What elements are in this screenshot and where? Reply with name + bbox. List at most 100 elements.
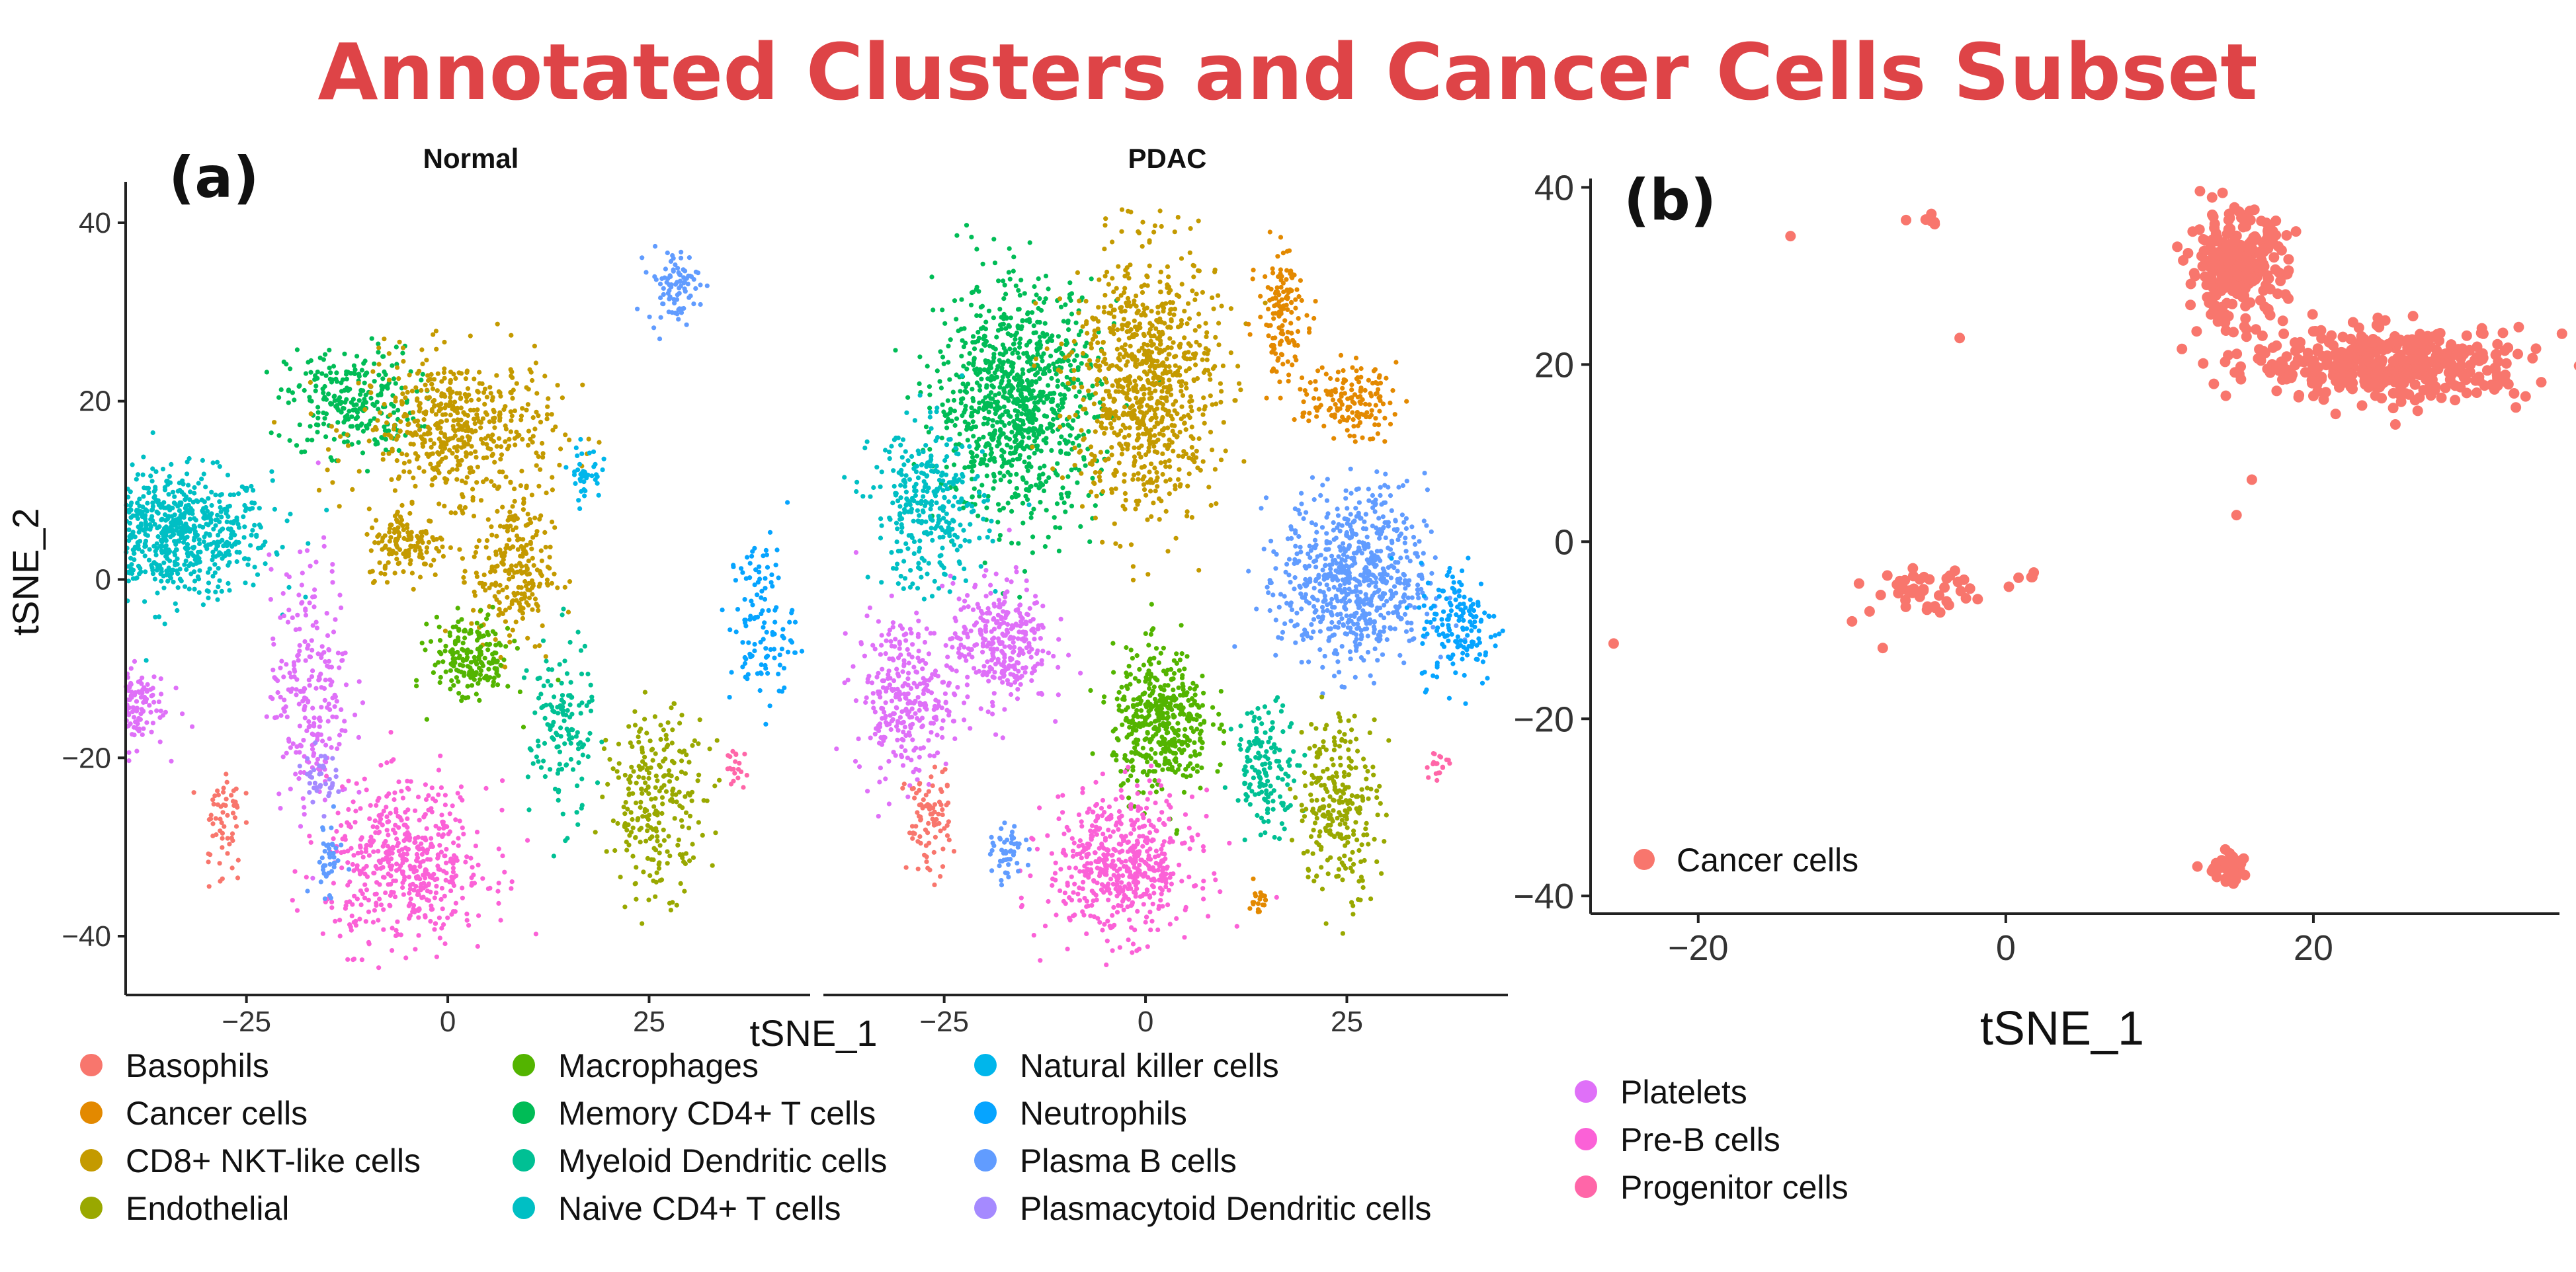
scatter-point <box>497 412 503 417</box>
scatter-point <box>1024 464 1030 469</box>
scatter-point <box>472 589 477 594</box>
scatter-point <box>548 702 553 707</box>
scatter-point <box>458 504 463 509</box>
scatter-point <box>403 395 408 401</box>
scatter-point <box>1033 417 1038 422</box>
scatter-point <box>321 841 326 846</box>
scatter-point <box>650 758 655 763</box>
scatter-point <box>370 824 376 829</box>
scatter-point <box>292 869 298 874</box>
scatter-point <box>401 460 407 466</box>
scatter-point <box>442 394 448 399</box>
scatter-point <box>893 566 899 571</box>
scatter-point <box>971 398 976 404</box>
scatter-point <box>429 836 434 841</box>
scatter-point <box>929 426 934 431</box>
scatter-point <box>567 437 572 443</box>
scatter-point <box>323 781 328 787</box>
scatter-point <box>927 384 932 389</box>
scatter-point <box>166 565 171 571</box>
scatter-point <box>666 772 671 777</box>
scatter-point <box>526 602 531 608</box>
scatter-point <box>315 756 320 762</box>
scatter-point <box>281 674 286 680</box>
scatter-point <box>1033 379 1039 385</box>
scatter-point <box>442 893 447 898</box>
scatter-point <box>657 762 662 768</box>
scatter-point <box>895 498 901 504</box>
scatter-point <box>327 347 332 353</box>
scatter-point <box>735 767 741 772</box>
scatter-point <box>206 884 212 889</box>
scatter-point <box>1149 461 1154 467</box>
scatter-point <box>489 436 494 442</box>
scatter-point <box>436 452 442 457</box>
scatter-point <box>329 899 335 904</box>
scatter-point <box>440 906 445 912</box>
scatter-point <box>224 797 229 802</box>
scatter-point <box>962 326 967 331</box>
scatter-point <box>772 619 778 625</box>
scatter-point <box>761 625 766 630</box>
scatter-point <box>446 387 451 393</box>
scatter-point <box>970 334 976 339</box>
scatter-point <box>740 570 745 575</box>
scatter-point <box>460 508 465 514</box>
scatter-point <box>508 367 513 372</box>
scatter-point <box>509 390 514 396</box>
scatter-point <box>1017 307 1022 312</box>
scatter-point <box>1044 393 1050 399</box>
scatter-point <box>380 875 386 880</box>
scatter-point <box>452 399 458 405</box>
scatter-point <box>403 836 409 842</box>
scatter-point <box>140 687 145 692</box>
scatter-point <box>1213 335 1218 340</box>
scatter-point <box>447 879 452 885</box>
scatter-point <box>272 506 277 512</box>
scatter-point <box>220 556 225 561</box>
scatter-point <box>145 500 150 506</box>
scatter-point <box>549 580 555 586</box>
scatter-point <box>239 484 245 489</box>
scatter-point <box>759 671 764 676</box>
scatter-point <box>624 828 630 833</box>
scatter-point <box>382 571 388 576</box>
scatter-point <box>407 887 413 892</box>
scatter-point <box>500 854 505 859</box>
scatter-point <box>883 448 888 453</box>
scatter-point <box>1018 424 1023 430</box>
scatter-point <box>433 412 438 417</box>
scatter-point <box>677 272 683 278</box>
scatter-point <box>585 671 591 677</box>
scatter-point <box>349 442 354 447</box>
scatter-point <box>326 701 331 707</box>
scatter-point <box>743 617 748 623</box>
scatter-point <box>130 462 135 467</box>
scatter-point <box>233 824 239 829</box>
scatter-point <box>280 754 286 760</box>
scatter-point <box>255 545 261 551</box>
scatter-point <box>419 378 424 383</box>
scatter-point <box>186 483 191 488</box>
scatter-point <box>452 641 458 646</box>
scatter-point <box>462 412 468 417</box>
scatter-point <box>940 545 945 551</box>
scatter-point <box>564 762 569 768</box>
scatter-point <box>471 670 477 676</box>
scatter-point <box>438 785 444 790</box>
scatter-point <box>376 341 381 346</box>
scatter-point <box>137 690 142 695</box>
scatter-point <box>902 576 908 581</box>
scatter-point <box>454 391 460 396</box>
scatter-point <box>947 589 952 594</box>
scatter-point <box>961 528 966 533</box>
scatter-point <box>568 740 573 746</box>
scatter-point <box>457 462 462 467</box>
scatter-point <box>792 650 798 655</box>
scatter-point <box>310 438 315 443</box>
scatter-point <box>451 858 456 864</box>
scatter-point <box>1026 355 1032 360</box>
scatter-point <box>544 658 549 664</box>
scatter-point <box>436 826 442 831</box>
scatter-point <box>1032 404 1038 409</box>
